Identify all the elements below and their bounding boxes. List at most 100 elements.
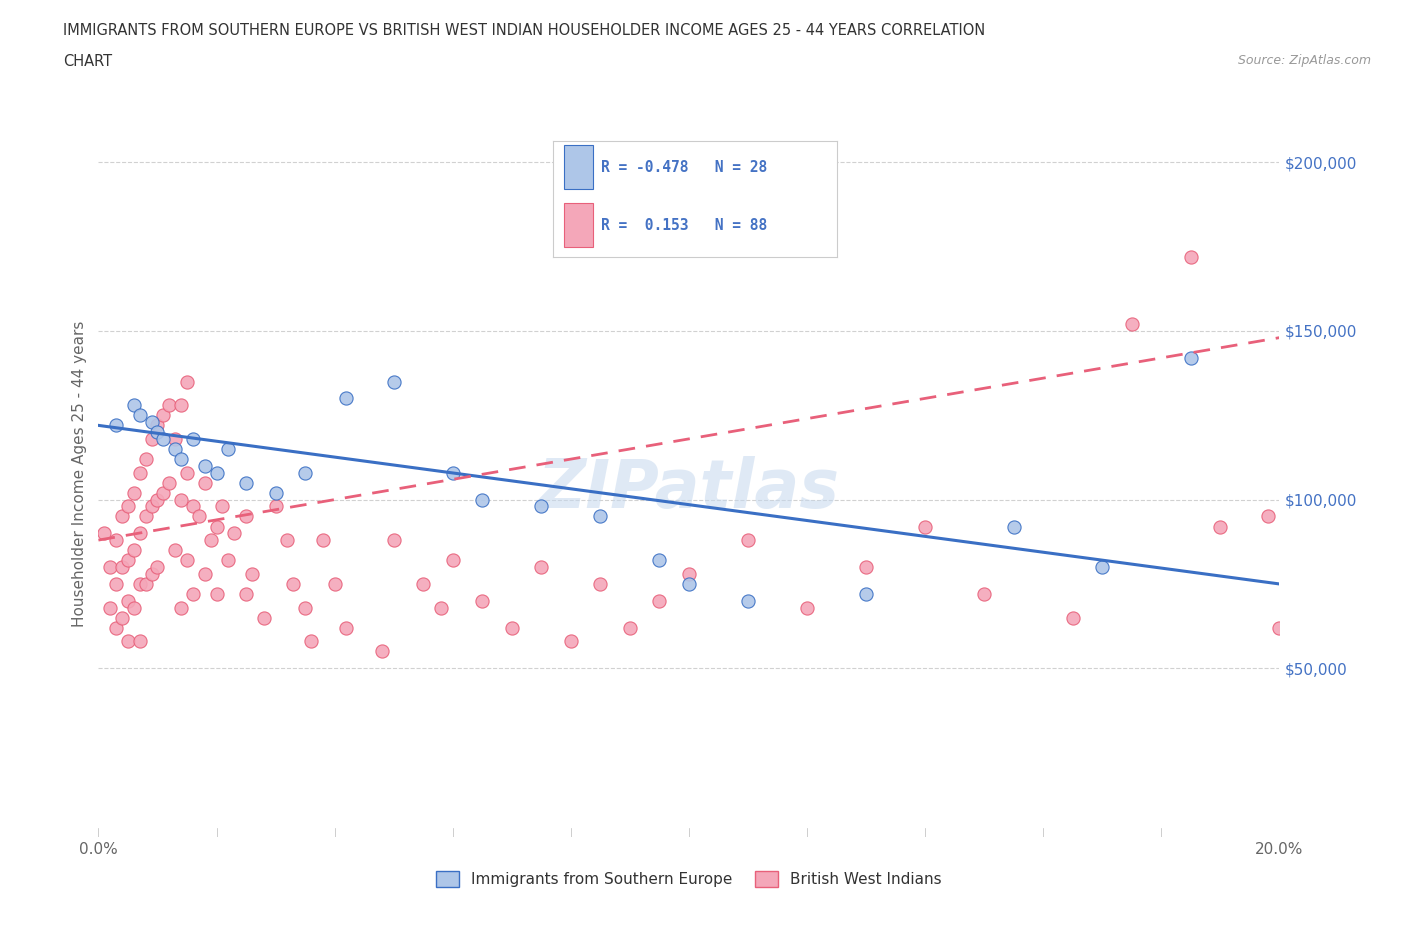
Point — [1180, 351, 1202, 365]
Point — [194, 475, 217, 490]
Legend: Immigrants from Southern Europe, British West Indians: Immigrants from Southern Europe, British… — [429, 863, 949, 895]
Point — [165, 432, 187, 446]
Point — [117, 593, 139, 608]
Point — [648, 553, 671, 568]
Point — [1257, 509, 1279, 524]
Point — [737, 593, 759, 608]
Point — [105, 418, 128, 432]
Point — [1002, 519, 1025, 534]
Point — [111, 509, 134, 524]
Point — [128, 577, 150, 591]
Point — [187, 509, 209, 524]
Point — [855, 587, 877, 602]
Point — [335, 391, 357, 405]
Point — [501, 620, 523, 635]
Point — [176, 553, 198, 568]
Point — [253, 610, 276, 625]
Point — [235, 509, 257, 524]
Point — [205, 587, 228, 602]
Point — [276, 533, 298, 548]
Point — [737, 533, 759, 548]
Point — [589, 577, 612, 591]
Point — [211, 498, 233, 513]
Point — [170, 398, 193, 413]
Text: IMMIGRANTS FROM SOUTHERN EUROPE VS BRITISH WEST INDIAN HOUSEHOLDER INCOME AGES 2: IMMIGRANTS FROM SOUTHERN EUROPE VS BRITI… — [63, 23, 986, 38]
Point — [128, 465, 150, 480]
Point — [181, 432, 204, 446]
Point — [205, 465, 228, 480]
Point — [1209, 519, 1232, 534]
Point — [294, 465, 316, 480]
Point — [205, 519, 228, 534]
Point — [128, 525, 150, 540]
Point — [914, 519, 936, 534]
Point — [135, 452, 157, 467]
Point — [141, 498, 163, 513]
Point — [299, 634, 322, 649]
Point — [471, 593, 494, 608]
Point — [973, 587, 995, 602]
Point — [264, 485, 287, 500]
Point — [146, 425, 169, 440]
Point — [648, 593, 671, 608]
Point — [128, 634, 150, 649]
Point — [678, 577, 700, 591]
Point — [412, 577, 434, 591]
Point — [530, 560, 553, 575]
Point — [312, 533, 335, 548]
Point — [152, 432, 174, 446]
Point — [152, 408, 174, 423]
Point — [194, 458, 217, 473]
Point — [117, 553, 139, 568]
Point — [176, 465, 198, 480]
Point — [152, 485, 174, 500]
Point — [146, 492, 169, 507]
Point — [441, 553, 464, 568]
Point — [382, 374, 405, 389]
Point — [170, 452, 193, 467]
Point — [1091, 560, 1114, 575]
Text: Source: ZipAtlas.com: Source: ZipAtlas.com — [1237, 54, 1371, 67]
Point — [135, 577, 157, 591]
Point — [294, 600, 316, 615]
Point — [111, 560, 134, 575]
Point — [122, 543, 145, 558]
Point — [141, 566, 163, 581]
Point — [170, 600, 193, 615]
Point — [240, 566, 263, 581]
Point — [855, 560, 877, 575]
Point — [335, 620, 357, 635]
Point — [181, 587, 204, 602]
Point — [224, 525, 246, 540]
Point — [141, 415, 163, 430]
Point — [1180, 249, 1202, 264]
Point — [146, 418, 169, 432]
Point — [93, 525, 115, 540]
Point — [382, 533, 405, 548]
Point — [217, 442, 239, 457]
Point — [619, 620, 641, 635]
Point — [371, 644, 394, 658]
Point — [105, 577, 128, 591]
Point — [200, 533, 222, 548]
Point — [117, 498, 139, 513]
Point — [122, 398, 145, 413]
Point — [235, 587, 257, 602]
Point — [235, 475, 257, 490]
Point — [105, 620, 128, 635]
Point — [283, 577, 305, 591]
Point — [430, 600, 453, 615]
Point — [1121, 317, 1143, 332]
Point — [141, 432, 163, 446]
Point — [441, 465, 464, 480]
Point — [796, 600, 818, 615]
Point — [165, 442, 187, 457]
Point — [264, 498, 287, 513]
Point — [1268, 620, 1291, 635]
Point — [105, 533, 128, 548]
Point — [157, 398, 180, 413]
Point — [157, 475, 180, 490]
Point — [128, 408, 150, 423]
Point — [170, 492, 193, 507]
Point — [117, 634, 139, 649]
